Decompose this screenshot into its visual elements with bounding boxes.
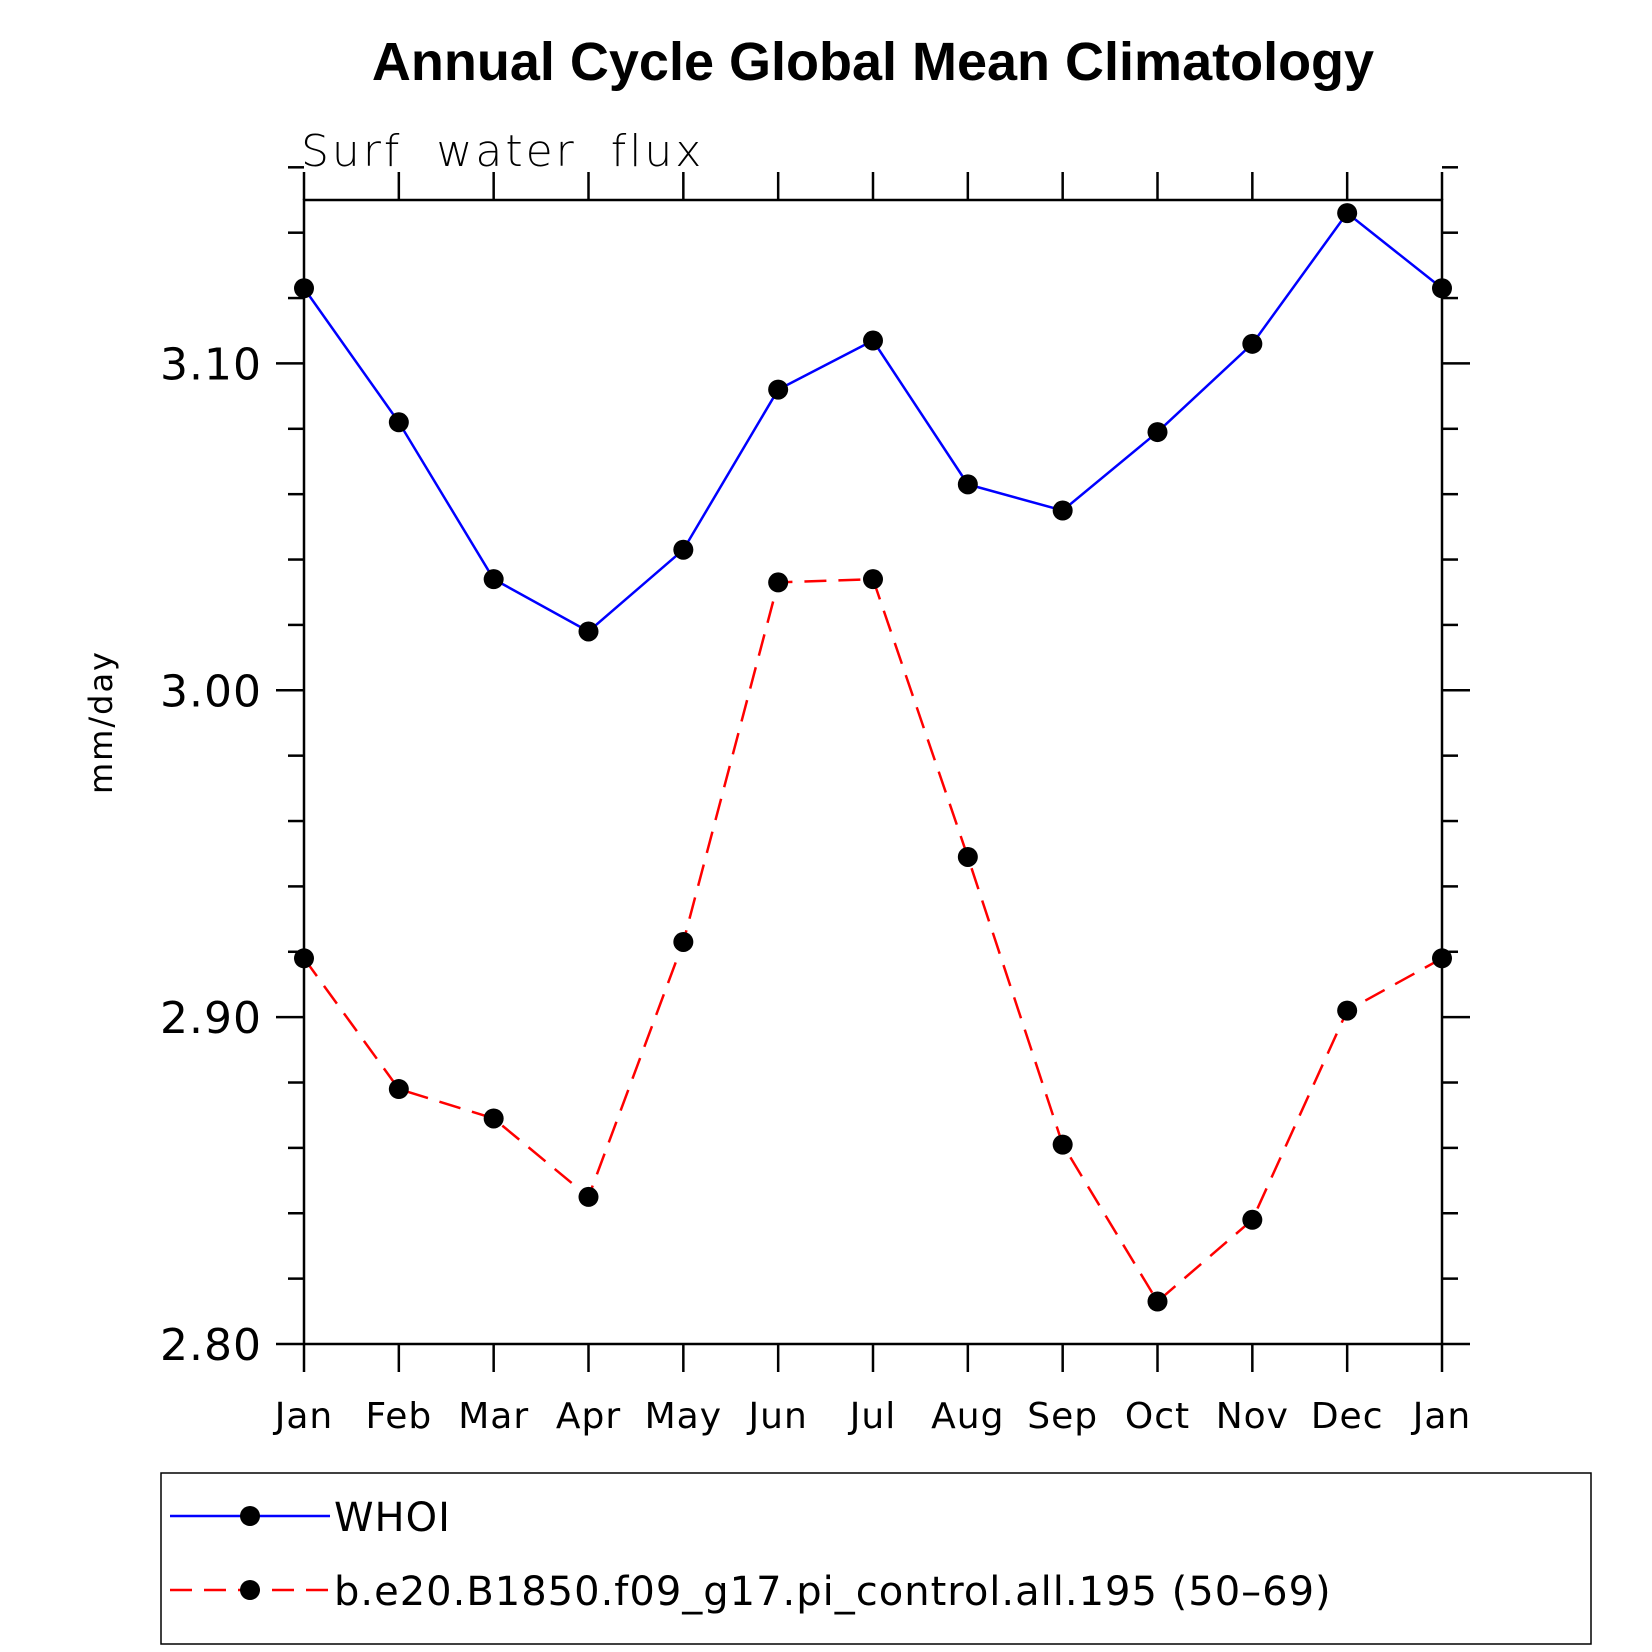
x-tick-label: Oct: [1125, 1396, 1190, 1437]
data-point: [388, 412, 409, 433]
plot-axes: Jan Feb Mar Apr May Jun Jul Aug Sep Oct Nov Dec Jan 2…: [160, 166, 1472, 1437]
legend-label: b.e20.B1850.f09_g17.pi_control.all.195 (…: [334, 1569, 1332, 1615]
data-point: [863, 569, 883, 590]
data-point: [578, 1186, 599, 1207]
data-point: [863, 330, 883, 351]
x-tick-label: Jul: [848, 1396, 896, 1437]
x-tick-label: Jan: [1411, 1396, 1472, 1437]
series-1: [294, 203, 1452, 642]
legend-label: WHOI: [334, 1495, 451, 1541]
series-layer: [294, 203, 1452, 1312]
data-point: [1337, 1000, 1358, 1021]
series-line: [302, 577, 1443, 1304]
x-tick-label: May: [645, 1396, 722, 1437]
x-tick-label: Apr: [556, 1396, 621, 1437]
data-point: [1242, 1209, 1263, 1230]
legend-marker: [240, 1580, 260, 1600]
data-point: [388, 1079, 409, 1100]
series-2: [294, 569, 1452, 1312]
data-point: [483, 1108, 504, 1129]
x-tick-label: Dec: [1311, 1396, 1384, 1437]
data-point: [673, 539, 694, 560]
x-tick-label: Jun: [747, 1396, 808, 1437]
x-tick-label: Sep: [1027, 1396, 1098, 1437]
data-point: [768, 572, 789, 593]
y-axis-label: mm/day: [82, 650, 120, 794]
y-tick-label: 2.80: [160, 1320, 262, 1371]
legend-box: [160, 1472, 1592, 1645]
data-point: [957, 846, 978, 867]
x-tick-label: Mar: [458, 1396, 529, 1437]
data-point: [294, 278, 314, 299]
data-point: [673, 931, 694, 952]
data-point: [768, 379, 789, 400]
data-point: [1147, 1291, 1168, 1312]
y-tick-label: 3.10: [160, 339, 262, 390]
series-line: [302, 211, 1443, 633]
data-point: [1242, 333, 1263, 354]
chart-subtitle: Surf water flux: [301, 126, 704, 177]
chart-title: Annual Cycle Global Mean Climatology: [372, 32, 1374, 92]
x-tick-label: Aug: [931, 1396, 1004, 1437]
data-point: [1147, 422, 1168, 443]
data-point: [1052, 1134, 1073, 1155]
plot-frame: [302, 198, 1444, 1346]
data-point: [957, 474, 978, 495]
x-tick-label: Nov: [1216, 1396, 1289, 1437]
legend: WHOI b.e20.B1850.f09_g17.pi_control.all.1…: [160, 1472, 1592, 1645]
data-point: [578, 621, 599, 642]
data-point: [294, 948, 314, 969]
x-tick-label: Feb: [365, 1396, 432, 1437]
y-tick-label: 2.90: [160, 993, 262, 1044]
data-point: [1337, 203, 1358, 224]
data-point: [1052, 500, 1073, 521]
y-tick-label: 3.00: [160, 666, 262, 717]
x-tick-label: Jan: [273, 1396, 334, 1437]
data-point: [483, 569, 504, 590]
data-point: [1432, 948, 1452, 969]
legend-marker: [240, 1506, 260, 1526]
data-point: [1432, 278, 1452, 299]
